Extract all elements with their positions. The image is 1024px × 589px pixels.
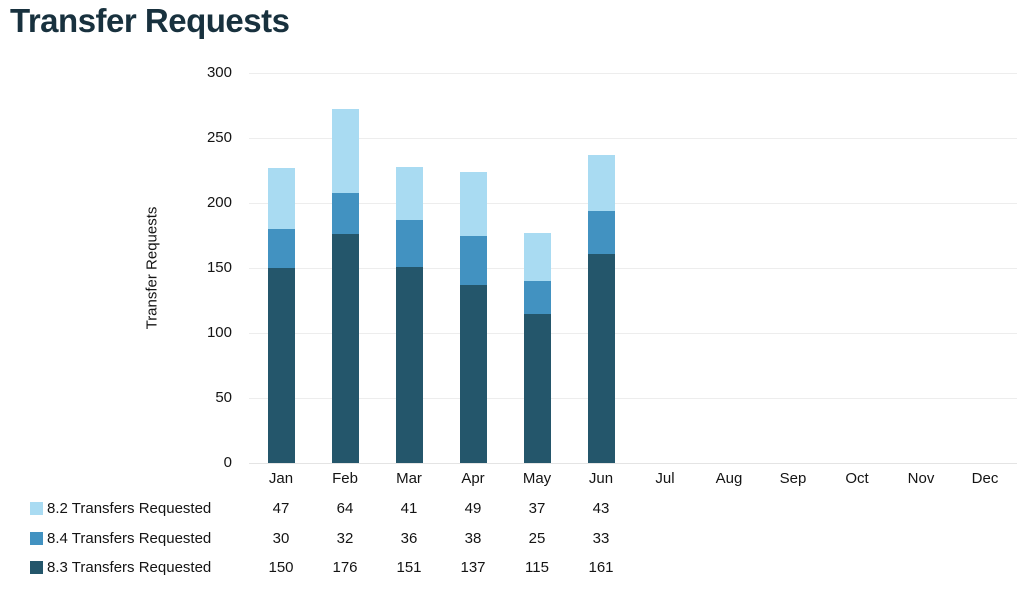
x-tick-label-sep: Sep	[779, 470, 807, 487]
series-value-mar: 151	[396, 559, 422, 576]
series-value-apr: 38	[464, 530, 482, 547]
bar-segment-jan-series-1[interactable]	[267, 229, 295, 268]
y-tick-label-250: 250	[206, 129, 232, 146]
series-value-may: 115	[525, 559, 549, 576]
bar-segment-apr-series-2[interactable]	[459, 284, 487, 463]
series-value-jun: 43	[592, 500, 610, 517]
x-tick-label-dec: Dec	[971, 470, 999, 487]
bar-segment-mar-series-0[interactable]	[395, 166, 423, 220]
x-tick-label-aug: Aug	[715, 470, 743, 487]
bar-segment-feb-series-1[interactable]	[331, 192, 359, 235]
series-value-jan: 47	[272, 500, 290, 517]
series-value-may: 25	[528, 530, 546, 547]
gridline-250	[249, 137, 1017, 139]
gridline-150	[249, 267, 1017, 269]
bar-segment-feb-series-0[interactable]	[331, 109, 359, 193]
x-tick-label-feb: Feb	[332, 470, 358, 487]
bar-segment-may-series-0[interactable]	[523, 232, 551, 281]
series-value-may: 37	[528, 500, 546, 517]
legend-swatch-icon	[30, 561, 43, 574]
bar-segment-may-series-2[interactable]	[523, 313, 551, 463]
bar-segment-may-series-1[interactable]	[523, 281, 551, 314]
y-tick-label-0: 0	[223, 454, 232, 471]
x-tick-label-may: May	[522, 470, 552, 487]
gridline-0	[249, 462, 1017, 464]
plot-area	[249, 72, 1017, 464]
legend-series-label: 8.3 Transfers Requested	[47, 559, 212, 576]
x-tick-label-oct: Oct	[845, 470, 869, 487]
legend-row-2[interactable]: 8.3 Transfers Requested 150 176 151 137 115 16…	[0, 559, 1024, 577]
y-tick-label-300: 300	[206, 64, 232, 81]
series-value-mar: 36	[400, 530, 418, 547]
series-value-feb: 176	[332, 559, 358, 576]
series-value-jun: 161	[588, 559, 614, 576]
series-value-apr: 49	[464, 500, 482, 517]
bar-segment-jun-series-2[interactable]	[587, 253, 615, 463]
bar-segment-jan-series-2[interactable]	[267, 268, 295, 463]
legend-swatch-icon	[30, 532, 43, 545]
x-tick-label-mar: Mar	[396, 470, 422, 487]
bar-segment-feb-series-2[interactable]	[331, 234, 359, 463]
x-tick-label-jun: Jun	[588, 470, 614, 487]
legend-swatch-icon	[30, 502, 43, 515]
y-tick-label-100: 100	[206, 324, 232, 341]
legend-series-label: 8.2 Transfers Requested	[47, 500, 212, 517]
series-value-jun: 33	[592, 530, 610, 547]
gridline-300	[249, 72, 1017, 74]
x-tick-label-nov: Nov	[907, 470, 935, 487]
y-tick-label-50: 50	[215, 389, 232, 406]
bar-segment-mar-series-1[interactable]	[395, 219, 423, 267]
series-value-jan: 150	[268, 559, 294, 576]
x-tick-label-apr: Apr	[461, 470, 485, 487]
series-value-apr: 137	[460, 559, 486, 576]
gridline-200	[249, 202, 1017, 204]
x-tick-label-jul: Jul	[655, 470, 675, 487]
gridline-100	[249, 332, 1017, 334]
series-value-feb: 32	[336, 530, 354, 547]
bar-segment-mar-series-2[interactable]	[395, 266, 423, 463]
y-tick-label-150: 150	[206, 259, 232, 276]
series-value-jan: 30	[272, 530, 290, 547]
series-value-feb: 64	[336, 500, 354, 517]
gridline-50	[249, 397, 1017, 399]
bar-segment-jan-series-0[interactable]	[267, 167, 295, 229]
legend-series-label: 8.4 Transfers Requested	[47, 530, 212, 547]
bar-segment-jun-series-1[interactable]	[587, 210, 615, 254]
legend-row-0[interactable]: 8.2 Transfers Requested 47 64 41 49 37 43	[0, 500, 1024, 518]
y-tick-label-200: 200	[206, 194, 232, 211]
series-value-mar: 41	[400, 500, 418, 517]
legend-row-1[interactable]: 8.4 Transfers Requested 30 32 36 38 25 33	[0, 530, 1024, 548]
bar-segment-jun-series-0[interactable]	[587, 154, 615, 211]
bar-segment-apr-series-1[interactable]	[459, 235, 487, 285]
y-axis-title: Transfer Requests	[143, 206, 161, 330]
bar-segment-apr-series-0[interactable]	[459, 171, 487, 236]
x-tick-label-jan: Jan	[268, 470, 294, 487]
chart-title: Transfer Requests	[10, 2, 290, 39]
